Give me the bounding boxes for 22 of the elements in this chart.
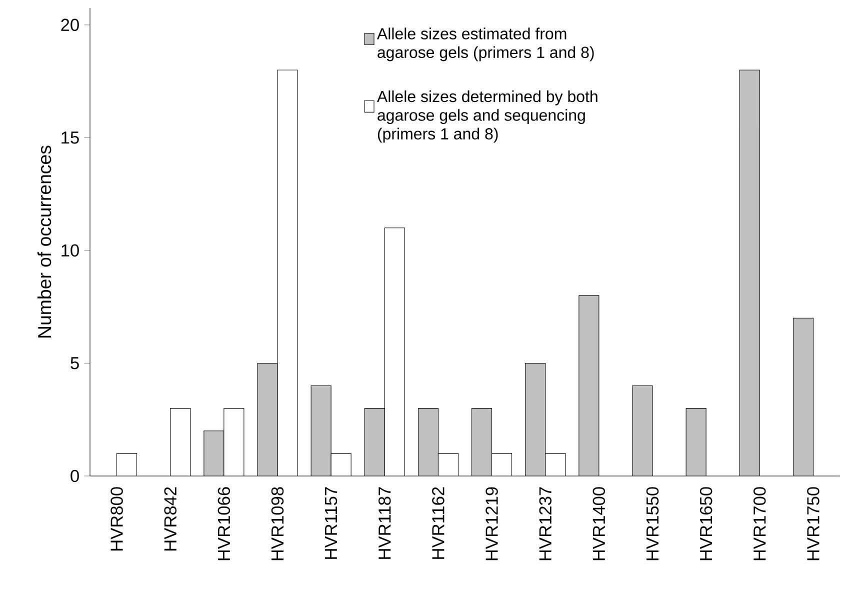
y-axis-title: Number of occurrences <box>37 146 52 338</box>
x-tick-label: HVR1219 <box>486 487 498 560</box>
x-tick-label: HVR1187 <box>378 487 391 559</box>
x-tick-label: HVR842 <box>164 487 176 550</box>
x-tick-label: HVR1066 <box>218 487 230 560</box>
x-tick-label: HVR1750 <box>807 487 820 560</box>
x-tick-label: HVR1237 <box>539 487 552 560</box>
y-tick-label: 10 <box>62 244 79 257</box>
y-tick-label: 5 <box>70 357 79 370</box>
x-tick-label: HVR800 <box>110 487 123 550</box>
x-tick-label: HVR1650 <box>700 487 712 560</box>
y-tick-label: 20 <box>61 18 79 32</box>
legend-label: Allele sizes estimated from agarose gels (primers 1 and 8) <box>376 28 594 62</box>
x-tick-label: HVR1162 <box>432 487 444 559</box>
x-tick-label: HVR1700 <box>754 487 766 560</box>
x-tick-label: HVR1157 <box>325 487 338 559</box>
x-tick-label: HVR1098 <box>271 487 284 560</box>
legend-label: Allele sizes determined by both agarose gels and sequencing (primers 1 and 8) <box>376 90 598 143</box>
x-tick-label: HVR1400 <box>592 487 606 560</box>
y-tick-label: 0 <box>70 470 79 482</box>
y-tick-label: 15 <box>62 132 79 144</box>
x-tick-label: HVR1550 <box>646 487 659 560</box>
